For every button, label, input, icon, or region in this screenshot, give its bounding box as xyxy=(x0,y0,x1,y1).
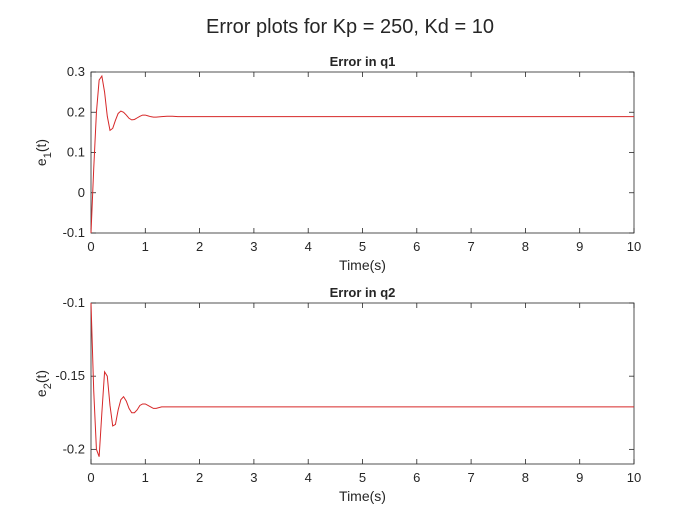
x-tick-label: 7 xyxy=(467,470,474,485)
x-axis-label: Time(s) xyxy=(339,488,386,504)
x-tick-label: 10 xyxy=(627,239,641,254)
y-tick-label: -0.1 xyxy=(63,225,85,240)
series-line xyxy=(90,74,634,234)
y-tick-label: -0.1 xyxy=(63,295,85,310)
y-tick-label: 0.1 xyxy=(67,145,85,160)
subplot-title: Error in q1 xyxy=(330,54,396,69)
y-tick-label: 0.2 xyxy=(67,104,85,119)
y-tick-label: -0.15 xyxy=(55,368,85,383)
figure-title: Error plots for Kp = 250, Kd = 10 xyxy=(206,16,494,38)
x-tick-label: 5 xyxy=(359,239,366,254)
subplot-error-q1: Error in q10 1 2 3 4 5 6 7 8 9 10-0.100.10.20.3Tim… xyxy=(33,54,641,273)
y-tick-label: 0 xyxy=(78,185,85,200)
x-tick-label: 8 xyxy=(522,239,529,254)
x-tick-label: 9 xyxy=(576,239,583,254)
x-tick-label: 1 xyxy=(142,239,149,254)
x-tick-label: 5 xyxy=(359,470,366,485)
subplot-error-q2: Error in q2 0 1 2 3 4 5 6 7 8 9 10 -0.2 -0.15 -0.1 Time… xyxy=(33,285,641,504)
x-tick-label: 3 xyxy=(250,470,257,485)
y-axis-label: e1(t) xyxy=(33,139,54,166)
x-tick-label: 2 xyxy=(196,470,203,485)
x-tick-label: 7 xyxy=(467,239,474,254)
subplot-title: Error in q2 xyxy=(330,285,396,300)
x-tick-label: 3 xyxy=(250,239,257,254)
x-tick-label: 8 xyxy=(522,470,529,485)
x-tick-label: 9 xyxy=(576,470,583,485)
y-tick-label: 0.3 xyxy=(67,64,85,79)
plot-area xyxy=(90,71,635,234)
y-axis-label: e2(t) xyxy=(33,370,54,397)
x-tick-label: 6 xyxy=(413,470,420,485)
x-tick-label: 4 xyxy=(305,470,312,485)
series-line xyxy=(90,302,634,457)
x-tick-label: 1 xyxy=(142,470,149,485)
y-tick-label: -0.2 xyxy=(63,441,85,456)
x-tick-label: 10 xyxy=(627,470,641,485)
x-tick-label: 0 xyxy=(87,239,94,254)
x-tick-label: 6 xyxy=(413,239,420,254)
x-tick-label: 0 xyxy=(87,470,94,485)
x-axis-label: Time(s) xyxy=(339,257,386,273)
plot-area xyxy=(90,302,635,465)
x-tick-label: 2 xyxy=(196,239,203,254)
x-tick-label: 4 xyxy=(305,239,312,254)
